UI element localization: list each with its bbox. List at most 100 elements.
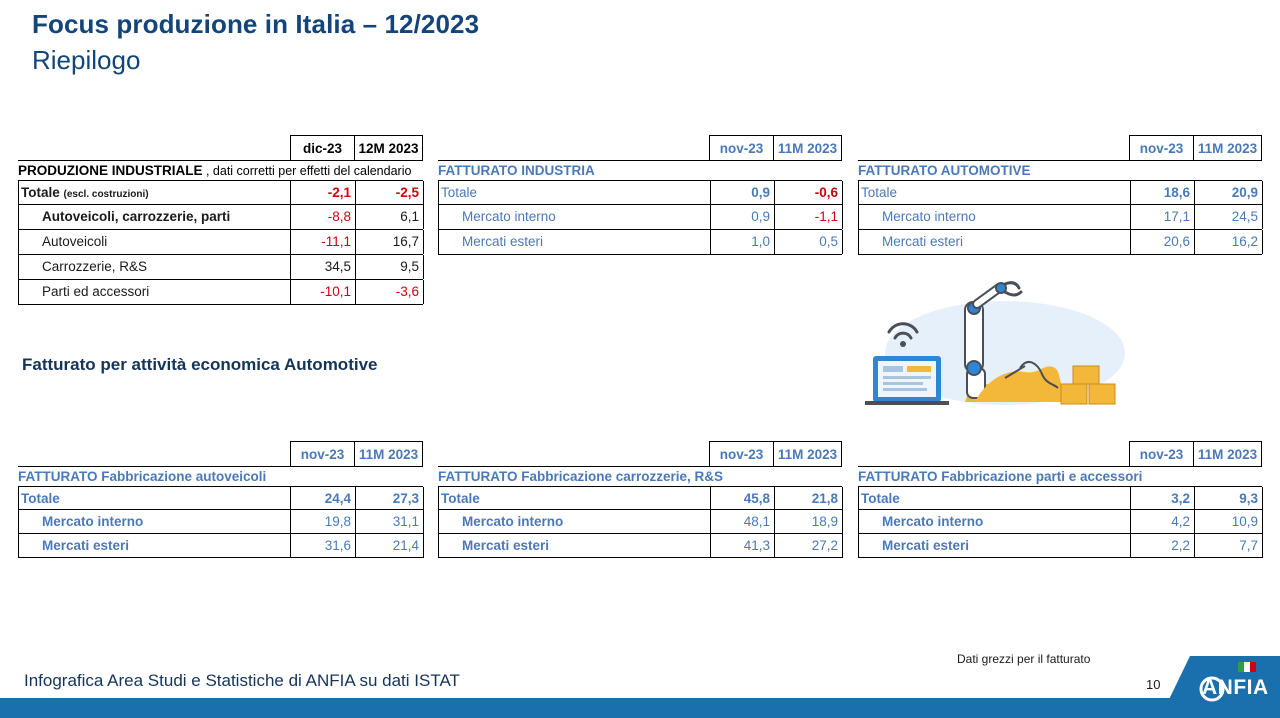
- table-caption: FATTURATO Fabbricazione carrozzerie, R&S: [438, 466, 842, 486]
- cell-value: 21,4: [355, 534, 424, 558]
- table-row: Parti ed accessori -10,1 -3,6: [18, 280, 424, 305]
- cell-value: -10,1: [290, 280, 355, 304]
- cell-value: 31,1: [355, 510, 424, 534]
- cell-value: 9,3: [1194, 487, 1263, 511]
- cell-value: 2,2: [1130, 534, 1194, 558]
- caption-rest: , dati corretti per effetti del calendar…: [202, 164, 412, 178]
- table-caption: FATTURATO Fabbricazione autoveicoli: [18, 466, 423, 486]
- cell-value: 0,9: [710, 181, 774, 205]
- row-label: Totale: [861, 491, 900, 506]
- table-fatturato-automotive: nov-23 11M 2023 FATTURATO AUTOMOTIVE Tot…: [858, 135, 1263, 255]
- footer-note: Dati grezzi per il fatturato: [957, 652, 1091, 666]
- cell-value: 24,5: [1194, 205, 1263, 229]
- anfia-logo: [1160, 656, 1280, 718]
- table-row: Mercato interno 17,1 24,5: [858, 205, 1263, 230]
- cell-value: 0,9: [710, 205, 774, 229]
- cell-value: 41,3: [710, 534, 774, 558]
- col-header: nov-23: [290, 441, 354, 466]
- cell-value: -2,5: [355, 181, 424, 205]
- col-header: 11M 2023: [354, 441, 423, 466]
- row-label: Mercati esteri: [882, 234, 964, 249]
- caption-bold: PRODUZIONE INDUSTRIALE: [18, 163, 203, 178]
- page-title: Focus produzione in Italia – 12/2023: [32, 9, 480, 39]
- table-row: Mercati esteri 20,6 16,2: [858, 230, 1263, 255]
- cell-value: 20,6: [1130, 230, 1194, 254]
- row-label: Mercato interno: [462, 514, 564, 529]
- table-fatturato-carrozzerie: nov-23 11M 2023 FATTURATO Fabbricazione …: [438, 441, 843, 558]
- col-header: 12M 2023: [354, 135, 423, 160]
- table-row: Totale 18,6 20,9: [858, 180, 1263, 205]
- table-fatturato-industria: nov-23 11M 2023 FATTURATO INDUSTRIA Tota…: [438, 135, 843, 255]
- cell-value: 17,1: [1130, 205, 1194, 229]
- cell-value: 45,8: [710, 487, 774, 511]
- table-row: Totale 45,8 21,8: [438, 486, 843, 511]
- cell-value: -11,1: [290, 230, 355, 254]
- row-label: Totale: [861, 185, 898, 200]
- row-label: Mercato interno: [42, 514, 144, 529]
- cell-value: 19,8: [290, 510, 355, 534]
- cell-value: -2,1: [290, 181, 355, 205]
- row-label: Totale: [21, 491, 60, 506]
- cell-value: 31,6: [290, 534, 355, 558]
- row-label: Mercati esteri: [42, 538, 130, 553]
- cell-value: 10,9: [1194, 510, 1263, 534]
- cell-value: 16,2: [1194, 230, 1263, 254]
- cell-value: 7,7: [1194, 534, 1263, 558]
- table-row: Mercato interno 48,1 18,9: [438, 510, 843, 534]
- cell-value: 1,0: [710, 230, 774, 254]
- row-label: Carrozzerie, R&S: [42, 259, 148, 274]
- table-fatturato-autoveicoli: nov-23 11M 2023 FATTURATO Fabbricazione …: [18, 441, 424, 558]
- cell-value: 34,5: [290, 255, 355, 279]
- table-row: Autoveicoli, carrozzerie, parti -8,8 6,1: [18, 205, 424, 230]
- row-label: Mercato interno: [462, 209, 556, 224]
- table-fatturato-parti: nov-23 11M 2023 FATTURATO Fabbricazione …: [858, 441, 1263, 558]
- logo-text: ANFIA: [1202, 676, 1269, 699]
- cell-value: -0,6: [774, 181, 843, 205]
- row-label: Autoveicoli: [42, 234, 108, 249]
- table-row: Mercato interno 4,2 10,9: [858, 510, 1263, 534]
- table-caption: FATTURATO AUTOMOTIVE: [858, 160, 1262, 180]
- table-caption: PRODUZIONE INDUSTRIALE , dati corretti p…: [18, 160, 423, 180]
- col-header: 11M 2023: [1193, 135, 1262, 160]
- table-row: Mercato interno 19,8 31,1: [18, 510, 424, 534]
- col-header: 11M 2023: [773, 135, 842, 160]
- cell-value: 18,6: [1130, 181, 1194, 205]
- col-header: nov-23: [709, 441, 773, 466]
- table-row: Carrozzerie, R&S 34,5 9,5: [18, 255, 424, 280]
- table-row: Mercati esteri 1,0 0,5: [438, 230, 843, 255]
- page-number: 10: [1146, 677, 1161, 692]
- table-row: Mercati esteri 2,2 7,7: [858, 534, 1263, 558]
- col-header: nov-23: [709, 135, 773, 160]
- row-label: Mercato interno: [882, 514, 984, 529]
- row-label: Autoveicoli, carrozzerie, parti: [42, 209, 231, 224]
- footer-source: Infografica Area Studi e Statistiche di …: [24, 671, 460, 690]
- table-produzione-industriale: dic-23 12M 2023 PRODUZIONE INDUSTRIALE ,…: [18, 135, 424, 305]
- cell-value: 6,1: [355, 205, 424, 229]
- table-row: Totale 0,9 -0,6: [438, 180, 843, 205]
- cell-value: -1,1: [774, 205, 843, 229]
- table-row: Mercati esteri 31,6 21,4: [18, 534, 424, 558]
- cell-value: 20,9: [1194, 181, 1263, 205]
- cell-value: 48,1: [710, 510, 774, 534]
- table-row: Mercato interno 0,9 -1,1: [438, 205, 843, 230]
- footer-bar: [0, 698, 1280, 718]
- row-label: Totale: [441, 491, 480, 506]
- row-label: Mercati esteri: [882, 538, 970, 553]
- cell-value: -8,8: [290, 205, 355, 229]
- col-header: nov-23: [1129, 441, 1193, 466]
- row-label: Parti ed accessori: [42, 284, 150, 299]
- table-row: Mercati esteri 41,3 27,2: [438, 534, 843, 558]
- col-header: nov-23: [1129, 135, 1193, 160]
- table-row: Totale 24,4 27,3: [18, 486, 424, 511]
- row-label: Mercato interno: [882, 209, 976, 224]
- industrial-robot-arm-illustration: [865, 281, 1125, 405]
- cell-value: 27,2: [774, 534, 843, 558]
- cell-value: 18,9: [774, 510, 843, 534]
- cell-value: 16,7: [355, 230, 424, 254]
- table-caption: FATTURATO Fabbricazione parti e accessor…: [858, 466, 1262, 486]
- table-row: Totale 3,2 9,3: [858, 486, 1263, 511]
- col-header: dic-23: [290, 135, 354, 160]
- row-label: Mercati esteri: [462, 234, 544, 249]
- cell-value: 0,5: [774, 230, 843, 254]
- col-header: 11M 2023: [1193, 441, 1262, 466]
